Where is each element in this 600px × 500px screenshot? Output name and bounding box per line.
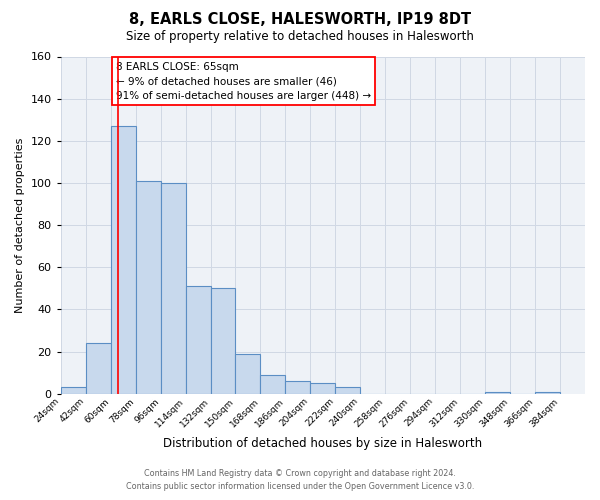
Bar	[310, 384, 335, 394]
Bar	[535, 392, 560, 394]
Text: Size of property relative to detached houses in Halesworth: Size of property relative to detached ho…	[126, 30, 474, 43]
Text: 8 EARLS CLOSE: 65sqm
← 9% of detached houses are smaller (46)
91% of semi-detach: 8 EARLS CLOSE: 65sqm ← 9% of detached ho…	[116, 62, 371, 101]
Bar	[110, 126, 136, 394]
X-axis label: Distribution of detached houses by size in Halesworth: Distribution of detached houses by size …	[163, 437, 482, 450]
Bar	[335, 388, 361, 394]
Bar	[136, 181, 161, 394]
Bar	[61, 388, 86, 394]
Bar	[161, 183, 185, 394]
Bar	[286, 381, 310, 394]
Bar	[86, 343, 110, 394]
Bar	[260, 375, 286, 394]
Bar	[211, 288, 235, 394]
Bar	[235, 354, 260, 394]
Text: Contains HM Land Registry data © Crown copyright and database right 2024.
Contai: Contains HM Land Registry data © Crown c…	[126, 470, 474, 491]
Bar	[185, 286, 211, 394]
Y-axis label: Number of detached properties: Number of detached properties	[15, 138, 25, 313]
Bar	[485, 392, 510, 394]
Text: 8, EARLS CLOSE, HALESWORTH, IP19 8DT: 8, EARLS CLOSE, HALESWORTH, IP19 8DT	[129, 12, 471, 28]
